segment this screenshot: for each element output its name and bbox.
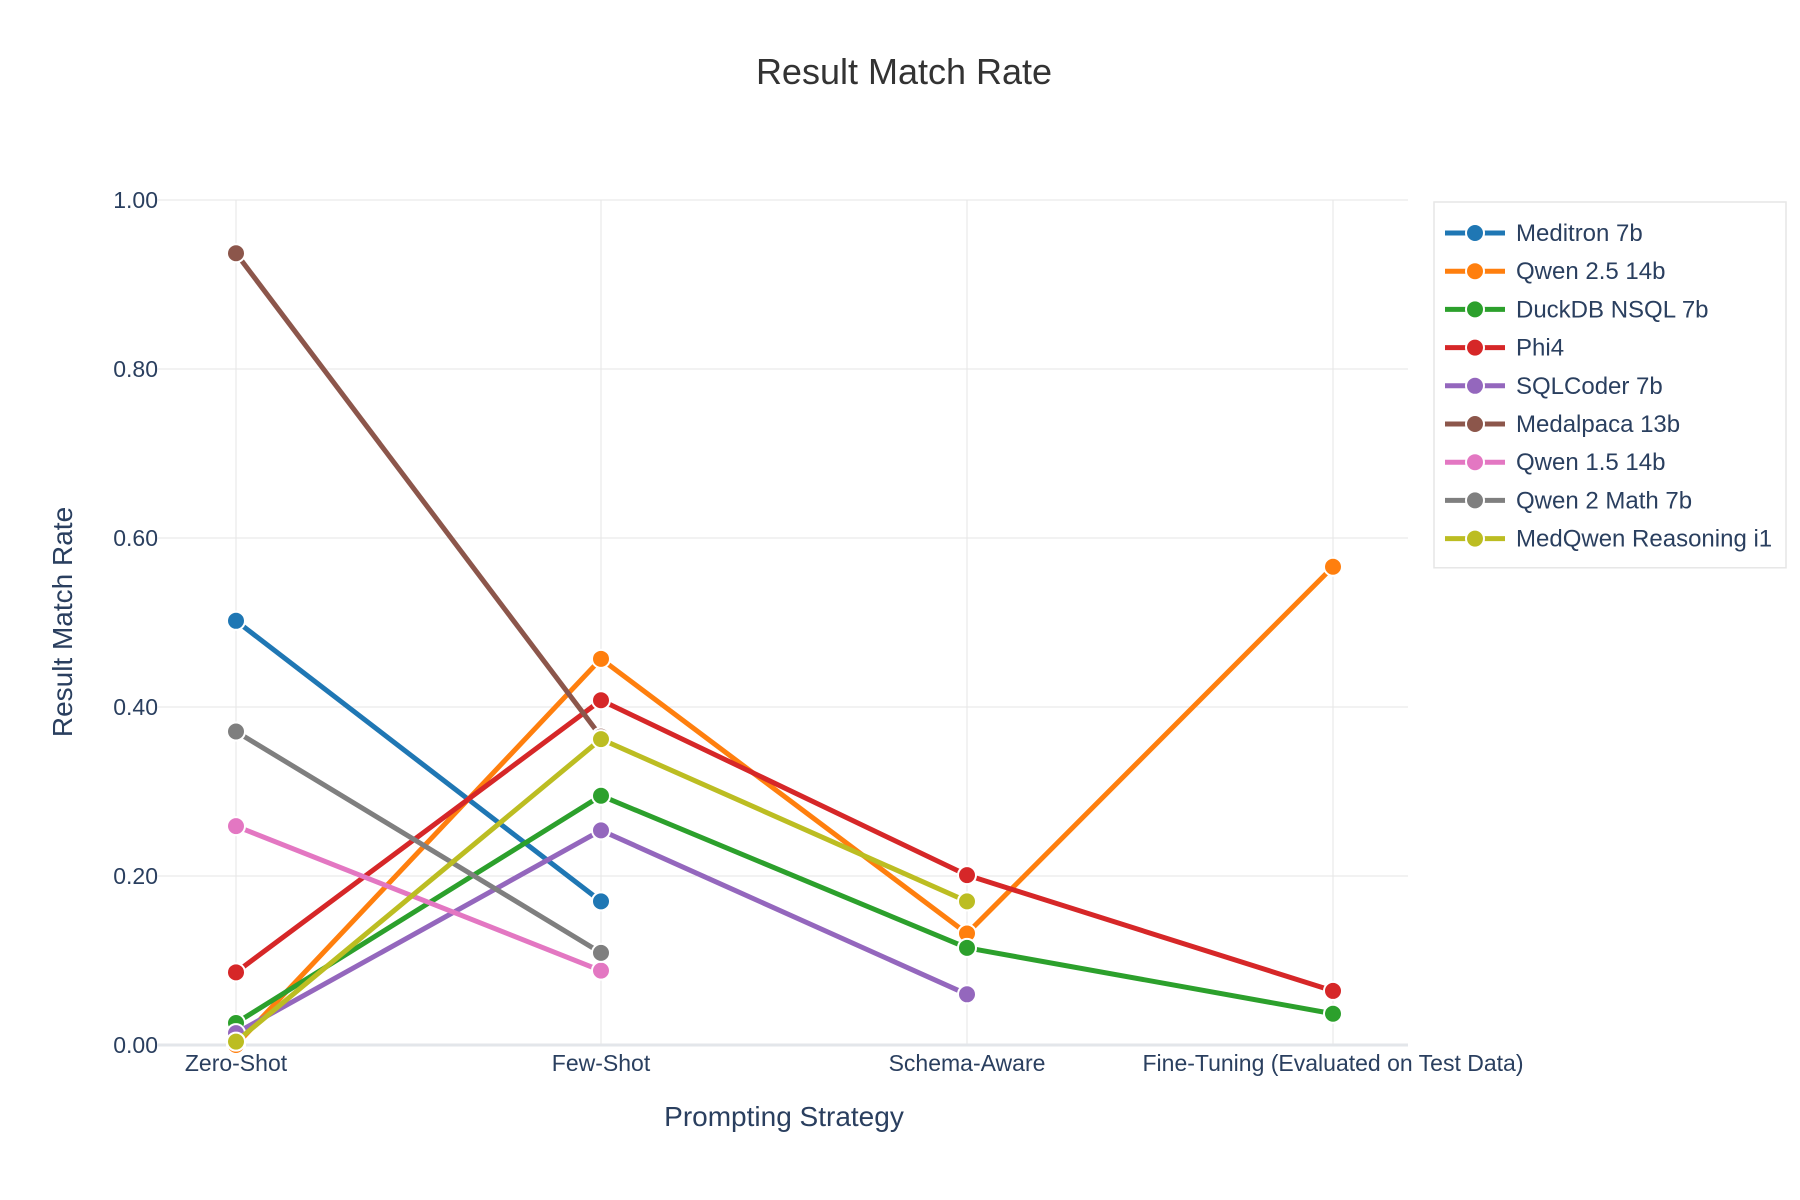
chart-title: Result Match Rate	[756, 51, 1052, 92]
legend-swatch-marker	[1465, 490, 1485, 511]
data-point-phi4[interactable]	[226, 962, 246, 983]
series-line-qwen-2-math-7b[interactable]	[234, 729, 603, 956]
y-tick-label: 0.60	[113, 525, 158, 551]
legend-item[interactable]: Phi4	[1445, 335, 1564, 362]
legend-item[interactable]: Qwen 2 Math 7b	[1445, 487, 1692, 514]
data-point-sqlcoder-7b[interactable]	[591, 820, 611, 841]
legend-swatch-marker	[1465, 299, 1485, 320]
series-qwen-2-math-7b[interactable]	[226, 721, 611, 963]
series-line-phi4[interactable]	[234, 697, 1334, 994]
data-point-duckdb-nsql-7b[interactable]	[1323, 1003, 1343, 1024]
legend-item[interactable]: Meditron 7b	[1445, 220, 1643, 247]
legend-label: Medalpaca 13b	[1516, 411, 1680, 438]
legend-item[interactable]: Qwen 2.5 14b	[1445, 258, 1665, 285]
series-duckdb-nsql-7b[interactable]	[226, 785, 1343, 1034]
series-qwen-2-5-14b[interactable]	[226, 556, 1343, 1055]
legend-swatch-marker	[1465, 452, 1485, 473]
x-tick-label: Few-Shot	[552, 1050, 651, 1076]
legend-label: MedQwen Reasoning i1	[1516, 526, 1772, 553]
legend-swatch-marker	[1465, 337, 1485, 358]
data-point-phi4[interactable]	[957, 865, 977, 886]
series-line-medalpaca-13b[interactable]	[234, 251, 603, 739]
data-point-sqlcoder-7b[interactable]	[957, 984, 977, 1005]
data-point-meditron-7b[interactable]	[591, 891, 611, 912]
legend-swatch-marker	[1465, 414, 1485, 434]
grid-layer	[158, 199, 1408, 1047]
data-point-duckdb-nsql-7b[interactable]	[591, 785, 611, 806]
legend-item[interactable]: SQLCoder 7b	[1445, 373, 1663, 400]
data-point-qwen-2-5-14b[interactable]	[1323, 556, 1343, 577]
legend-label: Phi4	[1516, 335, 1564, 362]
legend-label: SQLCoder 7b	[1516, 373, 1663, 400]
series-qwen-1-5-14b[interactable]	[226, 816, 611, 981]
series-medalpaca-13b[interactable]	[226, 243, 611, 747]
legend-label: Meditron 7b	[1516, 220, 1643, 247]
y-tick-label: 0.80	[113, 356, 158, 382]
x-axis-ticks: Zero-Shot Few-Shot Schema-Aware Fine-Tuning…	[185, 1050, 1524, 1076]
legend-item[interactable]: Medalpaca 13b	[1445, 411, 1680, 438]
y-tick-label: 0.00	[113, 1032, 158, 1058]
legend[interactable]: Meditron 7b Qwen 2.5 14b DuckDB NSQL 7b Phi…	[1433, 201, 1787, 569]
series-line-qwen-1-5-14b[interactable]	[235, 823, 602, 973]
data-point-qwen-2-math-7b[interactable]	[591, 942, 611, 963]
legend-swatch-marker	[1465, 528, 1485, 549]
legend-swatch-marker	[1465, 375, 1485, 396]
data-point-medqwen-reasoning-i1[interactable]	[226, 1031, 246, 1052]
data-point-phi4[interactable]	[591, 690, 611, 711]
x-tick-label: Fine-Tuning (Evaluated on Test Data)	[1143, 1050, 1524, 1076]
series-meditron-7b[interactable]	[226, 610, 611, 912]
series-line-duckdb-nsql-7b[interactable]	[234, 793, 1334, 1026]
legend-swatch-marker	[1465, 223, 1485, 243]
x-tick-label: Schema-Aware	[889, 1050, 1046, 1076]
data-point-qwen-1-5-14b[interactable]	[226, 816, 246, 837]
data-point-medqwen-reasoning-i1[interactable]	[591, 729, 611, 750]
y-axis-title: Result Match Rate	[47, 507, 78, 737]
x-axis-title: Prompting Strategy	[664, 1101, 904, 1132]
legend-label: Qwen 1.5 14b	[1516, 449, 1665, 476]
legend-label: Qwen 2.5 14b	[1516, 258, 1665, 285]
legend-item[interactable]: DuckDB NSQL 7b	[1445, 296, 1709, 323]
series-line-qwen-2-5-14b[interactable]	[234, 564, 1335, 1047]
series-phi4[interactable]	[226, 690, 1343, 1001]
legend-swatch-marker	[1465, 261, 1485, 282]
series-layer	[226, 243, 1343, 1055]
legend-label: DuckDB NSQL 7b	[1516, 296, 1709, 323]
legend-label: Qwen 2 Math 7b	[1516, 487, 1692, 514]
data-point-medqwen-reasoning-i1[interactable]	[957, 891, 977, 912]
data-point-qwen-1-5-14b[interactable]	[591, 960, 611, 981]
data-point-meditron-7b[interactable]	[226, 610, 246, 631]
legend-item[interactable]: MedQwen Reasoning i1	[1445, 526, 1772, 553]
data-point-duckdb-nsql-7b[interactable]	[957, 937, 977, 958]
data-point-phi4[interactable]	[1323, 980, 1343, 1001]
data-point-qwen-2-5-14b[interactable]	[591, 648, 611, 669]
y-axis-ticks: 0.00 0.20 0.40 0.60 0.80 1.00	[113, 187, 158, 1058]
y-tick-label: 1.00	[113, 187, 158, 213]
y-tick-label: 0.20	[113, 863, 158, 889]
legend-item[interactable]: Qwen 1.5 14b	[1445, 449, 1665, 476]
data-point-qwen-2-math-7b[interactable]	[226, 721, 246, 742]
series-medqwen-reasoning-i1[interactable]	[226, 729, 977, 1052]
series-line-meditron-7b[interactable]	[234, 618, 603, 904]
y-tick-label: 0.40	[113, 694, 158, 720]
data-point-medalpaca-13b[interactable]	[226, 243, 246, 264]
